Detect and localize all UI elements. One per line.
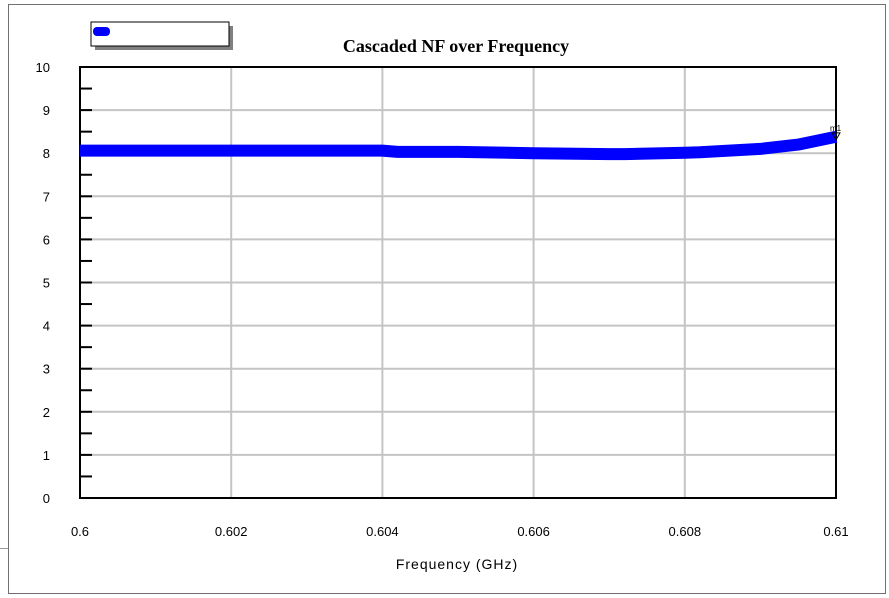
chart-frame (8, 4, 886, 594)
y-tick-label: 7 (43, 189, 50, 204)
x-tick-label: 0.608 (669, 524, 702, 539)
y-tick-label: 0 (43, 491, 50, 506)
edge-tick (0, 548, 8, 549)
y-tick-label: 8 (43, 146, 50, 161)
y-tick-label: 9 (43, 103, 50, 118)
y-tick-label: 1 (43, 448, 50, 463)
x-axis-label: Frequency (GHz) (396, 556, 518, 572)
grid-lines (80, 67, 836, 498)
y-tick-marks (80, 66, 92, 499)
x-tick-labels: 0.6 0.602 0.604 0.606 0.608 0.61 (71, 524, 849, 539)
y-tick-label: 5 (43, 276, 50, 291)
y-tick-label: 3 (43, 362, 50, 377)
y-tick-label: 2 (43, 405, 50, 420)
y-tick-label: 6 (43, 232, 50, 247)
legend-box (90, 21, 230, 47)
x-tick-label: 0.606 (517, 524, 550, 539)
y-tick-labels: 0 1 2 3 4 5 6 7 8 9 10 (36, 60, 50, 506)
data-marker: m1 (830, 124, 842, 141)
y-tick-label: 4 (43, 319, 50, 334)
x-tick-label: 0.602 (215, 524, 248, 539)
y-tick-label: 10 (36, 60, 50, 75)
legend (90, 21, 233, 50)
series-line (80, 130, 838, 161)
legend-swatch (93, 27, 110, 36)
x-tick-label: 0.61 (823, 524, 848, 539)
marker-triangle (831, 132, 841, 141)
chart-title: Cascaded NF over Frequency (343, 36, 569, 56)
marker-label: m1 (830, 124, 842, 133)
x-tick-label: 0.6 (71, 524, 89, 539)
x-tick-label: 0.604 (366, 524, 399, 539)
